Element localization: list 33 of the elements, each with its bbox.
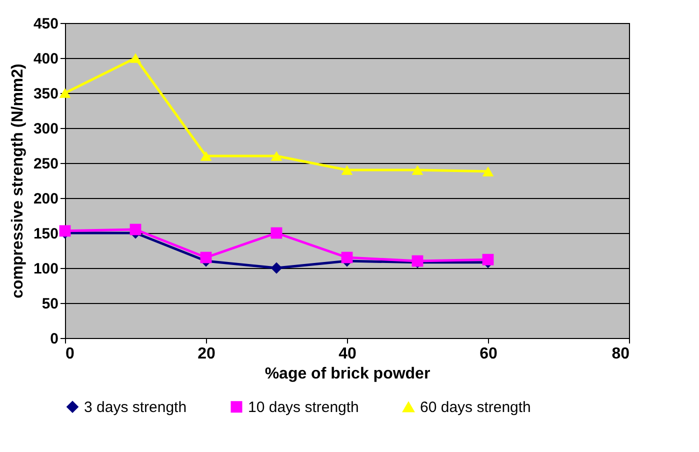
legend-label: 60 days strength <box>420 399 531 416</box>
y-tick-label: 150 <box>33 226 58 242</box>
y-tick-label: 200 <box>33 190 58 208</box>
point <box>200 151 212 161</box>
point <box>341 252 353 264</box>
x-tick-label: 20 <box>198 346 216 362</box>
point <box>270 262 282 274</box>
point <box>482 166 494 176</box>
y-tick-label: 450 <box>33 16 58 32</box>
point <box>200 252 212 264</box>
x-tick-label: 60 <box>480 346 498 362</box>
y-tick-label: 350 <box>33 86 58 102</box>
point <box>341 165 353 175</box>
point <box>412 165 424 175</box>
legend-label: 10 days strength <box>248 398 359 416</box>
y-tick-label: 300 <box>33 120 58 138</box>
y-tick-label: 250 <box>33 156 58 172</box>
point <box>130 224 142 236</box>
y-tick-label: 400 <box>33 50 58 68</box>
point <box>59 88 71 98</box>
point <box>270 151 282 161</box>
x-tick-label: 40 <box>338 346 356 362</box>
y-tick-label: 100 <box>33 260 58 278</box>
x-axis-title: %age of brick powder <box>264 366 430 382</box>
point <box>270 227 282 239</box>
x-tick-label: 80 <box>612 346 630 362</box>
point <box>482 254 494 266</box>
y-tick-label: 50 <box>42 296 58 312</box>
point <box>130 53 142 63</box>
x-tick-label: 0 <box>66 346 74 362</box>
legend-label: 3 days strength <box>84 398 187 416</box>
y-axis-title: compressive strength (N/mm2) <box>9 64 26 298</box>
y-tick-label: 0 <box>50 330 58 348</box>
